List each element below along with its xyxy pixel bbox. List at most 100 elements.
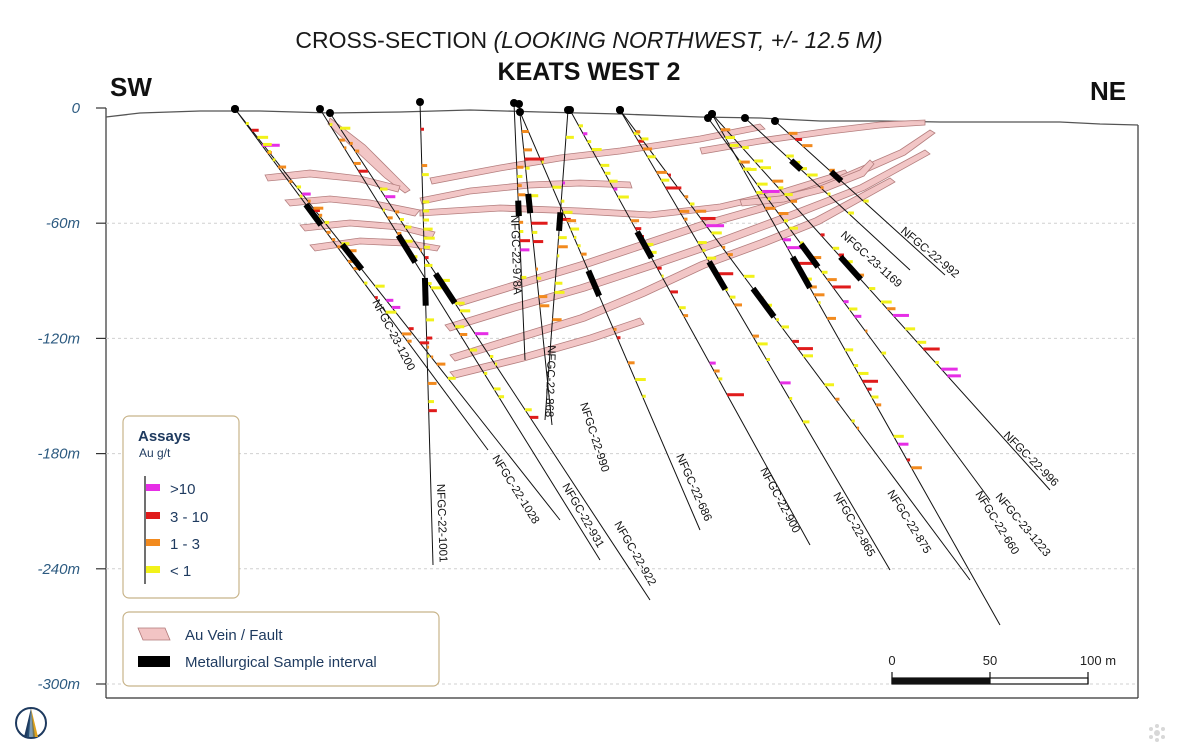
assay-bar <box>386 298 394 302</box>
vein-swatch <box>137 627 171 641</box>
met-sample-interval <box>829 169 844 184</box>
assay-bar <box>792 339 799 343</box>
assay-bar <box>820 233 825 237</box>
assay-bar <box>245 122 249 126</box>
drillhole-trace <box>619 109 971 581</box>
drillhole-label: NFGC-22-865 <box>830 491 877 560</box>
assay-bar <box>734 303 743 307</box>
assay-bar <box>790 199 798 203</box>
assay-bar <box>795 137 803 141</box>
assay-bar <box>455 325 465 329</box>
assay-bar <box>647 155 656 159</box>
scale-label-50: 50 <box>983 653 997 668</box>
assay-bar <box>530 415 539 419</box>
assay-bar <box>789 226 798 230</box>
assay-bar <box>532 230 538 234</box>
assay-bar <box>251 128 259 132</box>
assay-bar <box>809 285 817 289</box>
assay-bar <box>562 181 566 185</box>
assay-bar <box>517 184 522 188</box>
section-title: KEATS WEST 2 <box>498 58 681 86</box>
assay-bar <box>617 336 621 340</box>
vein-band <box>739 159 875 207</box>
assay-bar <box>307 199 311 203</box>
assay-bar <box>375 284 385 288</box>
met-sample-interval <box>585 269 602 298</box>
met-sample-interval <box>525 193 534 214</box>
assay-bar <box>871 395 879 399</box>
depth-tick-labels: 0 -60m -120m -180m -240m -300m <box>37 100 80 693</box>
assay-bar <box>391 305 401 309</box>
assay-bar <box>887 307 896 311</box>
assay-legend-unit: Au g/t <box>139 446 171 460</box>
assay-bar <box>422 173 429 177</box>
assay-bar <box>844 348 854 352</box>
assay-bar <box>702 248 706 252</box>
assay-bar <box>803 354 813 358</box>
assay-bar <box>554 290 565 294</box>
met-sample-interval <box>433 272 458 305</box>
assay-bar <box>519 230 524 233</box>
watermark-icon <box>1149 724 1165 742</box>
assay-bar <box>331 238 336 242</box>
assay-bar <box>714 369 720 373</box>
vein-band <box>444 149 931 332</box>
assay-bar <box>538 295 548 299</box>
drillhole-trace <box>544 109 569 421</box>
vein-band <box>419 179 633 205</box>
assay-bar <box>425 282 432 286</box>
assay-bar <box>319 213 323 217</box>
assay-bar <box>665 186 682 190</box>
met-sample-interval <box>798 242 821 269</box>
met-sample-interval <box>515 200 522 217</box>
assay-swatch-3-10 <box>146 512 160 519</box>
assay-bar <box>326 230 331 234</box>
assay-bar <box>813 293 825 297</box>
drillhole-trace <box>234 108 489 451</box>
assay-bar <box>533 240 544 244</box>
assay-bar <box>853 364 859 368</box>
assay-bar <box>431 355 434 359</box>
assay-bar <box>797 347 813 351</box>
assay-bar <box>911 466 922 470</box>
assay-bar <box>843 300 849 304</box>
assay-bar <box>905 327 916 331</box>
assay-bar <box>827 316 836 320</box>
assay-bar <box>565 135 574 139</box>
drillhole-collar <box>616 106 624 114</box>
assay-bar <box>661 274 664 278</box>
assay-bar <box>355 149 360 153</box>
assay-bar <box>690 202 695 206</box>
assay-bar <box>835 397 840 401</box>
assay-bar <box>765 206 776 210</box>
assay-bar <box>566 219 577 223</box>
assay-bar <box>408 327 414 331</box>
assay-bar <box>613 187 618 191</box>
drillhole-label: NFGC-22-686 <box>673 452 713 523</box>
drillhole-collar <box>741 114 749 122</box>
assay-bar <box>803 420 810 424</box>
drillhole-label: NFGC-22-992 <box>898 225 961 281</box>
assay-bar <box>863 199 869 203</box>
assay-legend-box <box>122 415 240 599</box>
assay-bar <box>358 169 368 173</box>
depth-tick-label: -300m <box>37 676 80 693</box>
assay-bar <box>832 246 840 250</box>
assay-bar <box>738 159 741 163</box>
assay-bar <box>347 249 357 253</box>
assay-bar <box>762 189 780 193</box>
assay-bar <box>423 236 435 240</box>
assay-bar <box>827 278 837 282</box>
assay-bar <box>829 168 835 172</box>
assay-bar <box>824 383 835 387</box>
assay-bar <box>718 377 723 381</box>
assay-bar <box>642 147 653 151</box>
assay-bar <box>697 241 707 245</box>
assay-bar <box>868 287 876 291</box>
assay-bar <box>341 242 350 246</box>
assay-bar <box>570 227 580 231</box>
assay-bar <box>536 276 542 280</box>
assay-bar <box>387 216 393 220</box>
assay-bar <box>535 267 539 271</box>
assay-bar <box>460 309 471 313</box>
